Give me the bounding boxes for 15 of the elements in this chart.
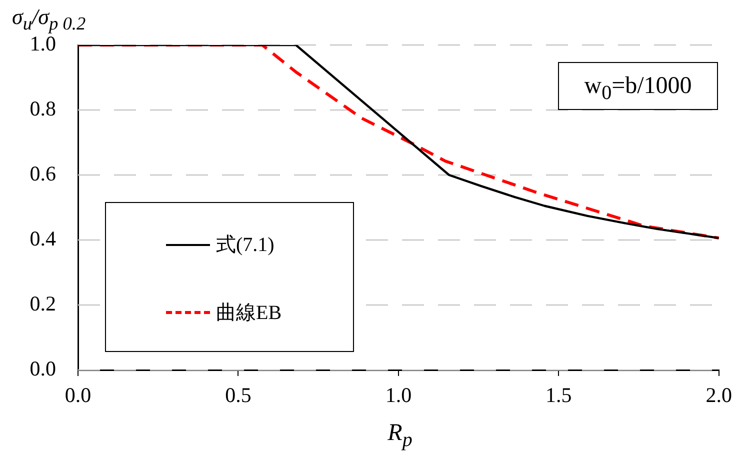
x-tick-label: 1.5 xyxy=(546,383,572,408)
x-tick-label: 1.0 xyxy=(385,383,412,408)
x-tick-label: 0.5 xyxy=(225,383,252,408)
x-tick-label: 0.0 xyxy=(64,383,92,408)
x-tick-label: 2.0 xyxy=(706,383,732,408)
y-tick-label: 0.2 xyxy=(30,292,56,316)
legend-label: 曲線EB xyxy=(216,301,282,326)
y-axis-title: σ$_{u}$/σ$_{p 0.2}$ xyxy=(12,4,86,34)
annotation: w$_{0}$=b/1000 xyxy=(558,62,718,110)
y-tick-label: 0.8 xyxy=(30,96,56,121)
y-tick-label: 0.0 xyxy=(30,356,56,381)
y-tick-label: 0.6 xyxy=(30,162,56,186)
legend-label: 式(7.1) xyxy=(216,233,274,258)
y-tick-label: 0.4 xyxy=(30,226,56,251)
x-axis-title: R$_{p}$ xyxy=(386,420,414,452)
